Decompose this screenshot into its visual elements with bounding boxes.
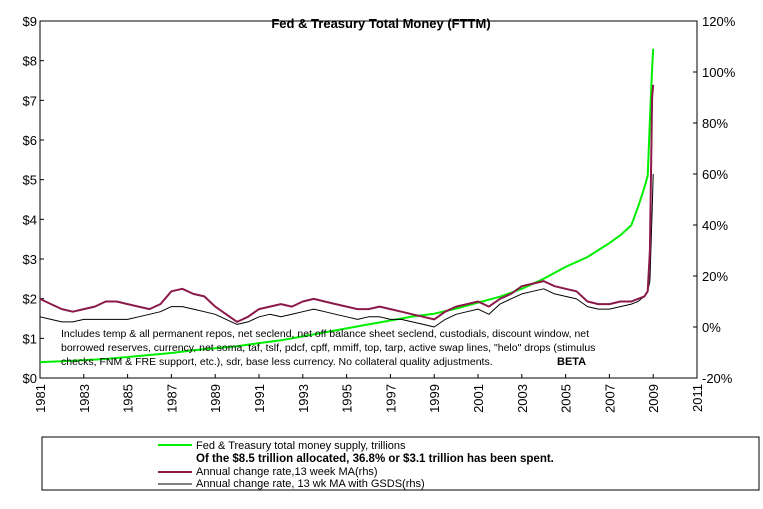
x-tick-label: 1983 [77,384,92,413]
plot-area-border [39,20,698,379]
legend: Fed & Treasury total money supply, trill… [41,436,760,491]
x-tick-label: 1985 [121,384,136,413]
right-y-axis: -20% 0% 20% 40% 60% 80% 100% 120% [693,14,736,386]
left-y-tick-label: $3 [23,252,37,267]
annotation-line-2: borrowed reserves, currency, net soma, t… [61,342,595,354]
left-y-tick-label: $4 [23,212,37,227]
x-tick-label: 2007 [602,384,617,413]
series-annual-change-line [39,84,655,323]
x-tick-label: 2001 [471,384,486,413]
series-total-money-line [39,48,655,364]
left-y-tick-label: $1 [23,331,37,346]
left-y-tick-label: $6 [23,133,37,148]
legend-label-annual-change: Annual change rate,13 week MA(rhs) [196,466,378,478]
x-tick-label: 1989 [208,384,223,413]
right-y-tick-label: 0% [702,320,721,335]
right-y-tick-label: -20% [702,371,733,386]
x-tick-label: 1997 [383,384,398,413]
x-tick-label: 1995 [340,384,355,413]
annotation-line-1: Includes temp & all permanent repos, net… [61,328,589,340]
series-layer [39,48,655,364]
chart-annotation: Includes temp & all permanent repos, net… [61,328,595,368]
chart-title: Fed & Treasury Total Money (FTTM) [271,16,490,31]
x-tick-label: 1991 [252,384,267,413]
x-tick-label: 1999 [427,384,442,413]
left-y-tick-label: $8 [23,54,37,69]
right-y-tick-label: 120% [702,14,736,29]
right-y-tick-label: 40% [702,218,728,233]
annotation-line-3: checks, FNM & FRE support, etc.), sdr, b… [61,356,493,368]
x-tick-label: 2011 [690,384,705,412]
left-y-tick-label: $0 [23,371,37,386]
left-y-axis: $0 $1 $2 $3 $4 $5 $6 $7 $8 $9 [23,14,44,386]
annotation-beta-label: BETA [557,356,586,368]
left-y-tick-label: $5 [23,173,37,188]
series-annual-change-gsds-line [39,173,654,328]
right-y-tick-label: 80% [702,116,728,131]
legend-label-annual-change-gsds: Annual change rate, 13 wk MA with GSDS(r… [196,478,425,490]
x-tick-label: 1987 [164,384,179,413]
left-y-tick-label: $2 [23,292,37,307]
x-tick-label: 1993 [296,384,311,413]
right-y-tick-label: 20% [702,269,728,284]
x-tick-label: 2005 [559,384,574,413]
left-y-tick-label: $9 [23,14,37,29]
right-y-tick-label: 60% [702,167,728,182]
x-axis: 1981 1983 1985 1987 1989 1991 1993 1995 1997 1999… [33,374,705,413]
x-tick-label: 2009 [646,384,661,413]
right-y-tick-label: 100% [702,65,736,80]
left-y-tick-label: $7 [23,93,37,108]
legend-highlight: Of the $8.5 trillion allocated, 36.8% or… [196,453,554,465]
x-tick-label: 1981 [33,384,48,413]
x-tick-label: 2003 [515,384,530,413]
legend-label-total-money: Fed & Treasury total money supply, trill… [196,440,406,452]
